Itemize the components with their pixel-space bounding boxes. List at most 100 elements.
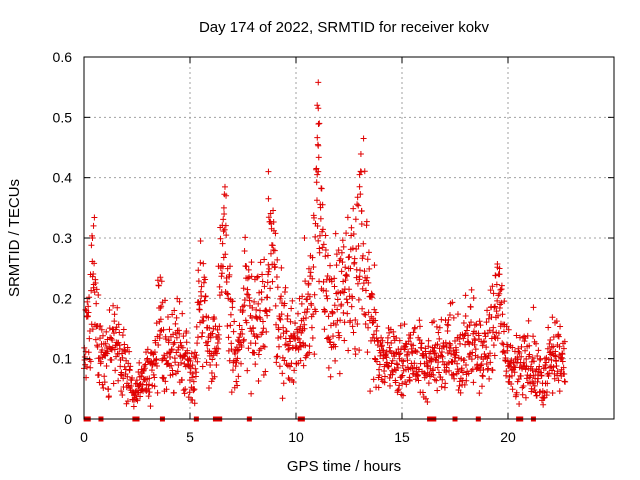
data-point <box>189 374 196 381</box>
data-point <box>438 352 445 359</box>
data-point <box>446 311 453 318</box>
data-point <box>454 311 461 318</box>
data-point <box>351 345 358 352</box>
data-point <box>364 274 371 281</box>
peak-point <box>301 235 308 241</box>
data-point <box>560 364 567 371</box>
data-point <box>253 333 260 340</box>
data-point <box>477 322 484 329</box>
data-point <box>258 296 265 303</box>
data-point <box>378 343 385 350</box>
data-point <box>233 359 240 366</box>
data-point <box>469 349 476 356</box>
data-point <box>220 254 227 261</box>
data-point <box>208 378 215 385</box>
data-point <box>302 278 309 285</box>
data-point <box>536 363 543 370</box>
peak-point <box>315 79 322 86</box>
data-point <box>105 386 112 393</box>
peak-point <box>248 259 255 266</box>
data-point <box>220 228 227 235</box>
data-point <box>450 348 457 355</box>
data-point <box>493 329 500 336</box>
data-point <box>395 351 402 358</box>
data-point <box>385 363 392 370</box>
data-point <box>391 366 398 373</box>
data-point <box>304 351 311 358</box>
data-point <box>244 286 251 293</box>
axis-ticks <box>83 56 614 420</box>
data-point <box>221 210 228 217</box>
data-point <box>193 352 200 359</box>
peak-point <box>90 222 97 229</box>
data-point <box>476 390 483 397</box>
data-point <box>527 363 534 370</box>
data-point <box>394 361 401 368</box>
data-point <box>312 308 319 315</box>
data-point <box>403 381 410 388</box>
data-point <box>306 343 313 350</box>
data-point <box>322 232 329 239</box>
data-point <box>254 334 261 341</box>
data-point <box>364 349 371 356</box>
data-point <box>524 332 531 339</box>
data-point <box>361 310 368 317</box>
data-point <box>355 202 362 209</box>
data-point <box>321 326 328 333</box>
data-point <box>325 364 332 371</box>
peak-point <box>316 120 323 127</box>
data-point <box>386 344 393 351</box>
data-point <box>110 302 117 309</box>
data-point <box>485 352 492 359</box>
data-point <box>442 380 449 387</box>
data-point <box>142 386 149 393</box>
data-point <box>438 316 445 323</box>
data-point <box>461 381 468 388</box>
data-point <box>450 314 457 321</box>
data-point <box>179 310 186 317</box>
data-point <box>124 344 131 351</box>
data-point <box>340 289 347 296</box>
data-point <box>365 279 372 286</box>
data-point <box>322 246 329 253</box>
data-point <box>269 278 276 285</box>
data-point <box>324 272 331 279</box>
data-point <box>205 385 212 392</box>
data-point <box>270 247 277 254</box>
data-point <box>333 262 340 269</box>
data-point <box>490 342 497 349</box>
data-point <box>357 191 364 198</box>
data-point <box>234 355 241 362</box>
data-point <box>436 345 443 352</box>
data-point <box>192 365 199 372</box>
data-point <box>230 328 237 335</box>
peak-point <box>265 195 272 202</box>
data-point <box>191 400 198 407</box>
data-point <box>278 264 285 271</box>
data-point <box>227 311 234 318</box>
data-point <box>561 378 568 385</box>
data-point <box>168 346 175 353</box>
data-point <box>420 352 427 359</box>
data-point <box>359 305 366 312</box>
data-point <box>255 300 262 307</box>
data-point <box>381 373 388 380</box>
data-point <box>124 398 131 405</box>
data-point <box>372 309 379 316</box>
data-point <box>436 324 443 331</box>
data-point <box>232 363 239 370</box>
data-point <box>373 358 380 365</box>
data-point <box>407 332 414 339</box>
data-point <box>332 321 339 328</box>
data-point <box>262 368 269 375</box>
data-point <box>320 241 327 248</box>
data-point <box>91 260 98 267</box>
data-point <box>158 278 165 285</box>
peak-point <box>89 235 96 241</box>
data-point <box>206 324 213 331</box>
data-point <box>126 367 133 374</box>
data-point <box>536 356 543 363</box>
data-point <box>320 287 327 294</box>
data-point <box>471 322 478 329</box>
x-tick-label: 20 <box>500 429 516 445</box>
